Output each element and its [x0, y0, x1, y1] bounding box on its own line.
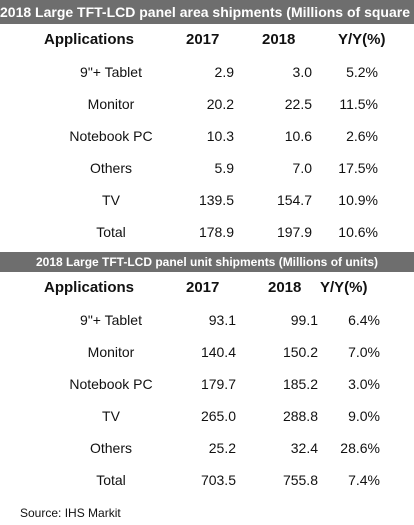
yoy-cell: 28.6% — [340, 440, 380, 456]
application-cell: Total — [96, 224, 126, 240]
value-2017-cell: 139.5 — [198, 192, 234, 208]
source-note: Source: IHS Markit — [20, 506, 121, 520]
yoy-cell: 10.9% — [338, 192, 378, 208]
value-2017-cell: 20.2 — [206, 96, 234, 112]
value-2017-cell: 140.4 — [200, 344, 236, 360]
value-2017-cell: 10.3 — [206, 128, 234, 144]
value-2017-cell: 2.9 — [214, 64, 234, 80]
yoy-cell: 6.4% — [348, 312, 380, 328]
application-cell: Monitor — [87, 344, 135, 360]
application-cell: TV — [102, 192, 120, 208]
value-2018-cell: 99.1 — [290, 312, 318, 328]
application-cell: Notebook PC — [69, 128, 153, 144]
unit-shipments-table: 2018 Large TFT-LCD panel unit shipments … — [0, 252, 414, 496]
value-2018-cell: 10.6 — [284, 128, 312, 144]
header-2018: 2018 — [268, 279, 302, 296]
table-row: Monitor 20.2 22.5 11.5% — [0, 88, 414, 120]
value-2018-cell: 22.5 — [284, 96, 312, 112]
application-cell: Total — [96, 472, 126, 488]
application-cell: Monitor — [87, 96, 135, 112]
value-2018-cell: 154.7 — [276, 192, 312, 208]
yoy-cell: 17.5% — [338, 160, 378, 176]
value-2017-cell: 179.7 — [200, 376, 236, 392]
table-row: Notebook PC 179.7 185.2 3.0% — [0, 368, 414, 400]
unit-table-header-row: Applications 2017 2018 Y/Y(%) — [0, 272, 414, 304]
value-2017-cell: 265.0 — [200, 408, 236, 424]
area-table-title: 2018 Large TFT-LCD panel area shipments … — [0, 0, 414, 24]
header-yoy: Y/Y(%) — [320, 279, 368, 296]
table-row: 9"+ Tablet 2.9 3.0 5.2% — [0, 56, 414, 88]
yoy-cell: 2.6% — [346, 128, 378, 144]
table-row: Total 703.5 755.8 7.4% — [0, 464, 414, 496]
value-2018-cell: 150.2 — [282, 344, 318, 360]
header-2017: 2017 — [186, 279, 220, 296]
yoy-cell: 7.0% — [348, 344, 380, 360]
yoy-cell: 5.2% — [346, 64, 378, 80]
value-2017-cell: 93.1 — [208, 312, 236, 328]
header-2017: 2017 — [186, 31, 220, 48]
value-2018-cell: 288.8 — [282, 408, 318, 424]
yoy-cell: 10.6% — [338, 224, 378, 240]
yoy-cell: 7.4% — [348, 472, 380, 488]
table-row: Others 5.9 7.0 17.5% — [0, 152, 414, 184]
table-row: 9"+ Tablet 93.1 99.1 6.4% — [0, 304, 414, 336]
yoy-cell: 9.0% — [348, 408, 380, 424]
value-2018-cell: 3.0 — [292, 64, 312, 80]
value-2018-cell: 197.9 — [276, 224, 312, 240]
value-2017-cell: 5.9 — [214, 160, 234, 176]
application-cell: Notebook PC — [69, 376, 153, 392]
application-cell: Others — [89, 160, 132, 176]
header-yoy: Y/Y(%) — [338, 31, 386, 48]
application-cell: 9"+ Tablet — [80, 64, 142, 80]
table-row: TV 139.5 154.7 10.9% — [0, 184, 414, 216]
table-row: Others 25.2 32.4 28.6% — [0, 432, 414, 464]
yoy-cell: 3.0% — [348, 376, 380, 392]
application-cell: Others — [89, 440, 132, 456]
value-2018-cell: 185.2 — [282, 376, 318, 392]
header-applications: Applications — [44, 279, 135, 296]
area-table-header-row: Applications 2017 2018 Y/Y(%) — [0, 24, 414, 56]
header-applications: Applications — [44, 31, 135, 48]
value-2018-cell: 32.4 — [290, 440, 318, 456]
table-row: Total 178.9 197.9 10.6% — [0, 216, 414, 248]
value-2018-cell: 755.8 — [282, 472, 318, 488]
unit-table-title: 2018 Large TFT-LCD panel unit shipments … — [0, 252, 414, 272]
table-row: TV 265.0 288.8 9.0% — [0, 400, 414, 432]
application-cell: 9"+ Tablet — [80, 312, 142, 328]
table-row: Notebook PC 10.3 10.6 2.6% — [0, 120, 414, 152]
value-2018-cell: 7.0 — [292, 160, 312, 176]
table-row: Monitor 140.4 150.2 7.0% — [0, 336, 414, 368]
application-cell: TV — [102, 408, 120, 424]
header-2018: 2018 — [262, 31, 296, 48]
value-2017-cell: 178.9 — [198, 224, 234, 240]
area-shipments-table: 2018 Large TFT-LCD panel area shipments … — [0, 0, 414, 248]
value-2017-cell: 25.2 — [208, 440, 236, 456]
value-2017-cell: 703.5 — [200, 472, 236, 488]
yoy-cell: 11.5% — [339, 96, 378, 112]
